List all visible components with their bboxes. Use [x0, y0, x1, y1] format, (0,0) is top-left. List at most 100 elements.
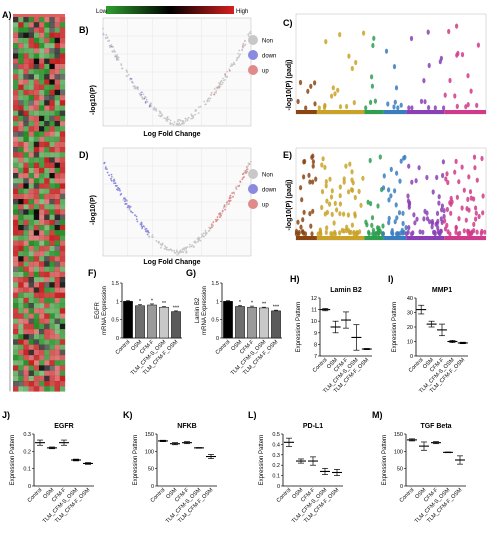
manhattan-point [464, 217, 468, 223]
manhattan-point [406, 193, 410, 199]
heatmap-cell [59, 193, 66, 200]
heatmap-cell [13, 261, 19, 267]
heatmap-cell [54, 141, 60, 148]
manhattan-point [457, 216, 461, 222]
volcano-point [243, 176, 245, 178]
heatmap-cell [49, 110, 55, 116]
heatmap-cell [49, 261, 55, 267]
volcano-point [181, 250, 184, 253]
manhattan-point [422, 78, 426, 84]
manhattan-point [366, 199, 370, 205]
heatmap-cell [28, 235, 34, 241]
heatmap-cell [23, 58, 29, 64]
heatmap-cell [49, 89, 55, 96]
heatmap-cell [49, 251, 55, 257]
manhattan-point [401, 220, 405, 227]
legend-label-up: up [262, 69, 269, 75]
heatmap-cell [13, 178, 19, 184]
manhattan-group-bar [444, 236, 486, 240]
heatmap-cell [18, 63, 24, 70]
heatmap-cell [28, 69, 34, 75]
heatmap-cell [18, 318, 24, 324]
heatmap-cell [28, 318, 34, 324]
volcano-point [175, 124, 178, 126]
heatmap-cell [23, 344, 29, 350]
volcano-point [171, 122, 173, 125]
volcano-point [176, 250, 179, 253]
volcano-point [141, 98, 144, 100]
heatmap-cell [39, 58, 45, 64]
heatmap-cell [59, 318, 66, 324]
heatmap-cell [39, 235, 45, 241]
heatmap-cell [54, 271, 60, 278]
manhattan-point [393, 99, 397, 105]
volcano-point [231, 64, 233, 67]
volcano-point [110, 177, 112, 180]
manhattan-point [376, 203, 380, 209]
heatmap-cell [39, 74, 45, 80]
heatmap-cell [33, 339, 40, 345]
heatmap-cell [23, 105, 29, 111]
y-tick-label: 9 [314, 331, 317, 337]
volcano-point [102, 34, 105, 36]
heatmap-cell [39, 318, 45, 324]
volcano-point [140, 93, 143, 96]
heatmap-cell [44, 105, 50, 111]
manhattan-point [448, 77, 452, 84]
heatmap-cell [33, 334, 40, 340]
manhattan-group-bar [444, 110, 486, 114]
volcano-point [246, 168, 248, 171]
heatmap-cell [13, 318, 19, 324]
volcano-point [173, 249, 176, 252]
heatmap-cell [28, 308, 34, 314]
heatmap-cell [33, 303, 40, 309]
heatmap-cell [49, 131, 55, 137]
heatmap-cell [39, 303, 45, 309]
heatmap-cell [23, 287, 29, 293]
y-tick-label: 0.4 [272, 442, 280, 448]
manhattan-point [381, 185, 386, 191]
manhattan-point [296, 219, 300, 225]
volcano-point [247, 164, 250, 167]
volcano-point [203, 100, 206, 103]
manhattan-point [320, 204, 324, 211]
heatmap-cell [13, 370, 19, 376]
heatmap-cell [39, 126, 45, 132]
y-tick-label: 8 [314, 342, 317, 348]
heatmap-cell [33, 22, 40, 28]
volcano-point [215, 92, 217, 94]
heatmap-cell [28, 219, 34, 226]
volcano-point [169, 119, 172, 122]
heatmap-cell [23, 63, 29, 70]
manhattan-point [472, 228, 476, 234]
volcano-point [247, 35, 250, 37]
heatmap-cell [13, 256, 19, 262]
heatmap-cell [59, 173, 66, 179]
heatmap-cell [18, 339, 24, 345]
volcano-point [178, 122, 181, 124]
heatmap-cell [23, 188, 29, 194]
heatmap-cell [59, 89, 66, 96]
manhattan-point [361, 175, 365, 181]
heatmap-cell [28, 63, 34, 70]
heatmap-cell [39, 27, 45, 33]
heatmap-cell [59, 365, 66, 371]
heatmap-cell [13, 308, 19, 314]
heatmap-cell [23, 230, 29, 236]
volcano-point [140, 221, 143, 224]
manhattan-point [321, 156, 325, 162]
heatmap-cell [18, 17, 24, 23]
heatmap-cell [59, 32, 66, 38]
heatmap-cell [33, 251, 40, 257]
heatmap-cell [33, 53, 40, 59]
heatmap-cell [23, 339, 29, 345]
manhattan-point [428, 219, 432, 225]
heatmap-cell [49, 230, 55, 236]
volcano-point [166, 115, 169, 118]
heatmap-cell [39, 375, 45, 382]
heatmap-cell [23, 152, 29, 158]
significance-marker: ** [262, 302, 267, 308]
y-tick-label: 0 [410, 354, 413, 360]
volcano-point [241, 46, 244, 49]
